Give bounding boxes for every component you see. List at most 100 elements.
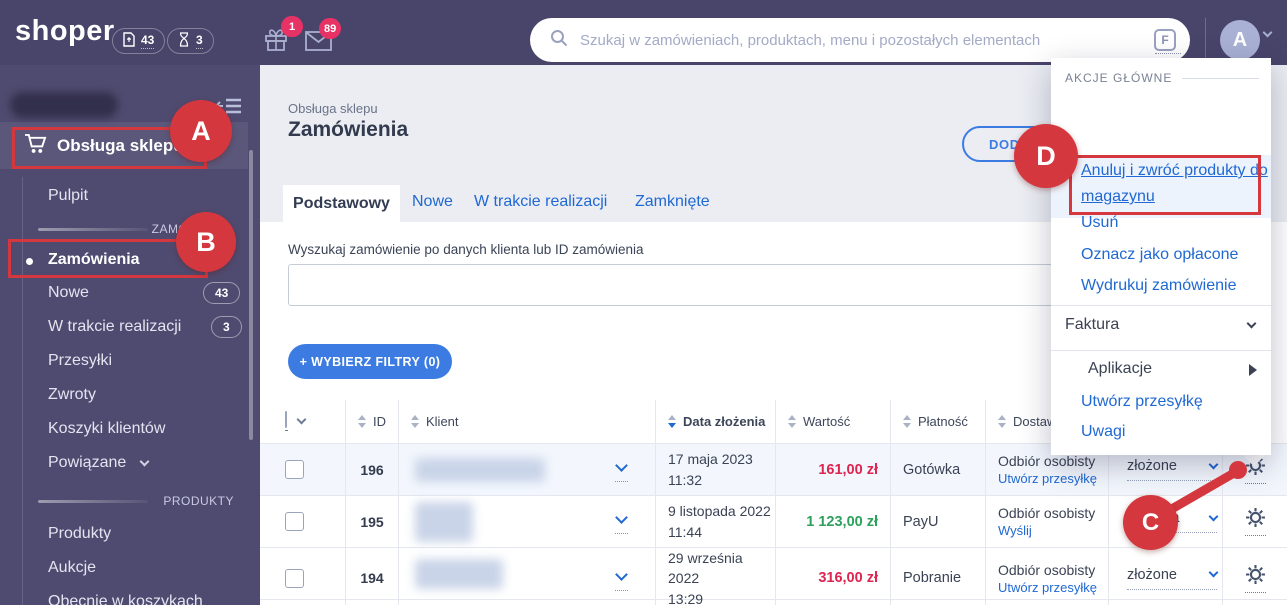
sidebar-item-zwroty[interactable]: Zwroty (48, 386, 96, 404)
row-checkbox[interactable] (285, 512, 304, 531)
item-label: Aukcje (48, 559, 97, 576)
sidebar-item-produkty[interactable]: Produkty (48, 525, 111, 543)
context-menu: AKCJE GŁÓWNE Podgląd Edytuj Anuluj i zwr… (1051, 58, 1271, 455)
expand-client-chevron-icon[interactable] (615, 566, 628, 591)
nowe-count-badge: 43 (203, 282, 241, 304)
order-value: 161,00 zł (775, 444, 890, 495)
client-name-redacted (415, 559, 503, 589)
section-header-products: PRODUKTY (38, 494, 234, 508)
menu-divider (1051, 350, 1271, 351)
order-date-cell: 29 września 2022 13:29 (655, 548, 775, 605)
topbar: shoper 43 3 1 89 Szukaj w zamówieniach, … (0, 0, 1287, 65)
status-dropdown[interactable]: złożone (1127, 566, 1219, 590)
sort-icons[interactable] (668, 415, 676, 428)
menu-item-oznacz-jako-oplacone[interactable]: Oznacz jako opłacone (1081, 246, 1239, 263)
documents-count: 43 (141, 33, 155, 49)
sidebar-item-powiazane[interactable]: Powiązane (48, 454, 150, 472)
order-date: 17 maja 2023 (668, 451, 753, 468)
order-id: 196 (345, 444, 398, 495)
avatar[interactable]: A (1220, 20, 1260, 60)
table-row: 196 17 maja 2023 11:32 161,00 zł Gotówka… (260, 444, 1287, 496)
gift-notification-badge: 1 (281, 16, 303, 37)
item-label: W trakcie realizacji (48, 318, 182, 335)
chevron-down-icon (1208, 459, 1219, 469)
order-id: 194 (345, 548, 398, 605)
payment-method: PayU (890, 496, 985, 547)
header-platnosc[interactable]: Płatność (890, 400, 985, 443)
sidebar-item-w-trakcie-realizacji[interactable]: W trakcie realizacji (48, 318, 181, 336)
status-label: złożone (1127, 458, 1177, 474)
annotation-circle-c: C (1123, 495, 1178, 550)
avatar-chevron-down-icon[interactable] (1262, 27, 1273, 38)
row-checkbox[interactable] (285, 460, 304, 479)
menu-item-anuluj-line2[interactable]: magazynu (1081, 188, 1155, 205)
expand-client-chevron-icon[interactable] (615, 457, 628, 482)
sidebar-item-aukcje[interactable]: Aukcje (48, 559, 96, 577)
menu-divider (1051, 305, 1271, 306)
order-value: 316,00 zł (775, 548, 890, 605)
sort-icons[interactable] (998, 415, 1006, 428)
breadcrumb[interactable]: Obsługa sklepu (288, 101, 378, 116)
sidebar-item-nowe[interactable]: Nowe (48, 284, 89, 302)
header-label: Wartość (803, 414, 851, 429)
payment-method: Pobranie (890, 548, 985, 605)
gear-icon[interactable] (1244, 507, 1266, 536)
sidebar-item-koszyki-klientow[interactable]: Koszyki klientów (48, 420, 165, 438)
orders-table: ID Klient Data złożenia Wartość Płatność (260, 400, 1287, 605)
header-data-zlozenia[interactable]: Data złożenia (655, 400, 775, 443)
annotation-circle-b: B (176, 212, 236, 272)
shoper-logo: shoper (15, 15, 115, 47)
select-menu-chevron-icon[interactable] (296, 414, 307, 425)
pending-count: 3 (196, 33, 203, 49)
expand-client-chevron-icon[interactable] (615, 509, 628, 534)
menu-item-usun[interactable]: Usuń (1081, 214, 1119, 231)
annotation-rect-d (1069, 155, 1261, 215)
documents-badge[interactable]: 43 (112, 28, 166, 54)
select-all-checkbox[interactable] (285, 411, 287, 428)
header-id[interactable]: ID (345, 400, 398, 443)
tab-podstawowy[interactable]: Podstawowy (283, 185, 400, 222)
menu-item-aplikacje[interactable]: Aplikacje (1088, 360, 1153, 377)
header-wartosc[interactable]: Wartość (775, 400, 890, 443)
pending-badge[interactable]: 3 (167, 28, 214, 54)
order-date: 9 listopada 2022 (668, 503, 771, 520)
menu-item-uwagi[interactable]: Uwagi (1081, 423, 1126, 440)
menu-item-faktura[interactable]: Faktura (1065, 316, 1120, 333)
sort-icons[interactable] (903, 415, 911, 428)
search-placeholder: Szukaj w zamówieniach, produktach, menu … (580, 31, 1041, 49)
chevron-down-icon (1208, 511, 1219, 521)
menu-item-utworz-przesylke[interactable]: Utwórz przesyłkę (1081, 393, 1203, 410)
menu-item-anuluj-line1[interactable]: Anuluj i zwróć produkty do (1081, 162, 1268, 179)
create-shipment-link[interactable]: Utwórz przesyłkę (998, 579, 1097, 595)
row-checkbox[interactable] (285, 568, 304, 588)
sort-icons[interactable] (788, 415, 796, 428)
tab-zamkniete[interactable]: Zamknięte (635, 193, 710, 210)
sidebar-item-pulpit[interactable]: Pulpit (48, 187, 88, 205)
sort-icons[interactable] (411, 415, 419, 428)
client-cell (398, 548, 655, 605)
send-link[interactable]: Wyślij (998, 523, 1032, 538)
sidebar-item-przesylki[interactable]: Przesyłki (48, 352, 112, 370)
gear-icon[interactable] (1244, 564, 1266, 593)
sidebar-section-obsluga-sklepu[interactable]: Obsługa sklepu (24, 133, 184, 159)
item-label: Powiązane (48, 454, 127, 471)
sort-icons[interactable] (358, 415, 366, 428)
status-cell: złożone (1108, 444, 1222, 495)
menu-item-wydrukuj-zamowienie[interactable]: Wydrukuj zamówienie (1081, 277, 1237, 294)
header-klient[interactable]: Klient (398, 400, 655, 443)
global-search[interactable]: Szukaj w zamówieniach, produktach, menu … (530, 18, 1190, 62)
select-all-wrap[interactable] (285, 411, 287, 431)
create-shipment-link[interactable]: Utwórz przesyłkę (998, 471, 1097, 486)
keyboard-shortcut-f: F (1154, 29, 1176, 51)
header-label: ID (373, 414, 386, 429)
status-dropdown[interactable]: złożone (1127, 458, 1219, 481)
header-dostawa[interactable]: Dostawa (985, 400, 1108, 443)
sidebar-item-zamowienia[interactable]: Zamówienia (48, 251, 140, 269)
annotation-circle-a: A (170, 100, 232, 162)
tab-nowe[interactable]: Nowe (412, 193, 453, 210)
tab-w-trakcie-realizacji[interactable]: W trakcie realizacji (474, 193, 608, 210)
sidebar-scrollbar[interactable] (249, 150, 253, 440)
status-label: złożone (1127, 566, 1177, 583)
choose-filters-button[interactable]: + WYBIERZ FILTRY (0) (288, 344, 452, 379)
sidebar-item-obecnie-w-koszykach[interactable]: Obecnie w koszykach (48, 593, 203, 605)
